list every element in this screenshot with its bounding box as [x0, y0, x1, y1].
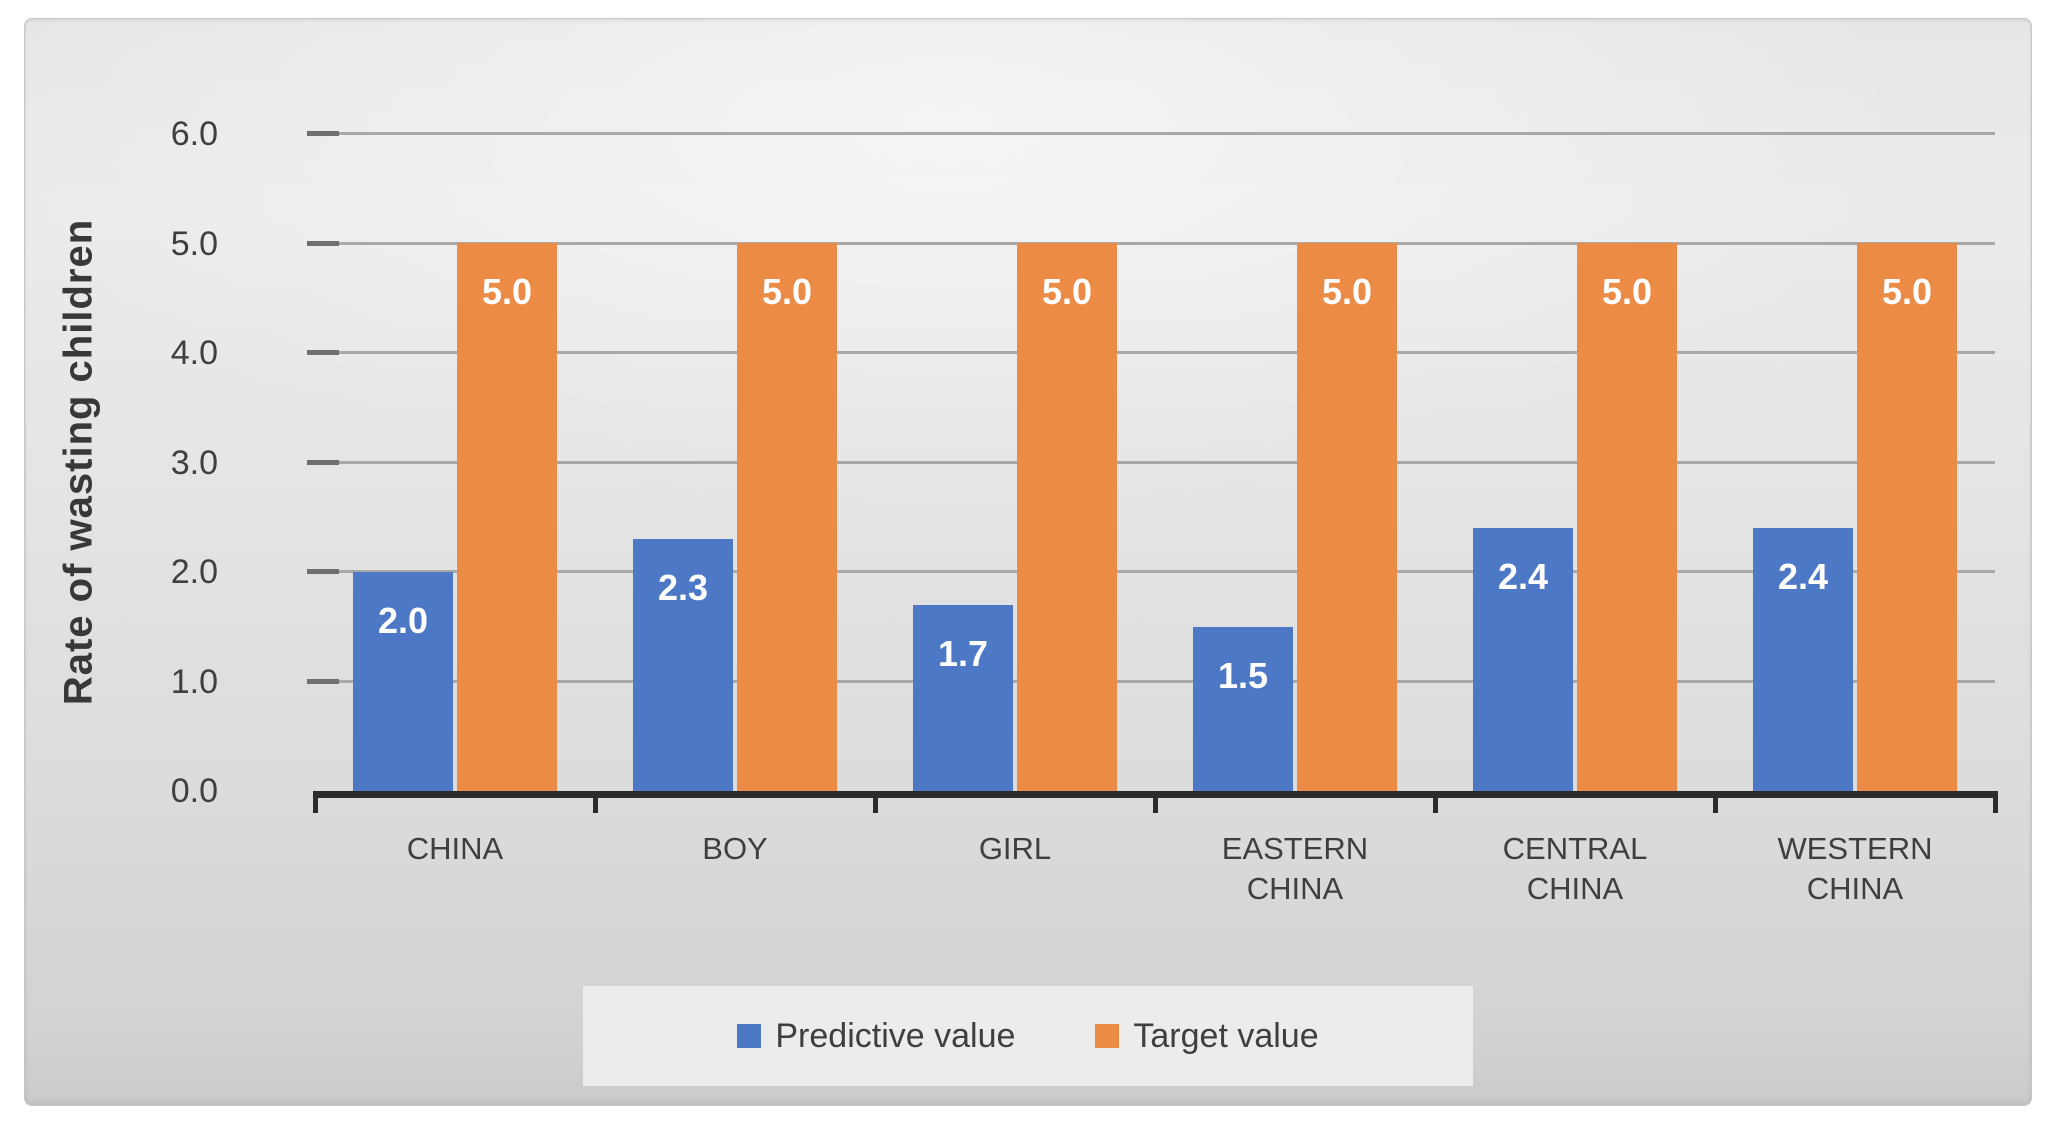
- bar-target-value-central-china: 5.0: [1577, 243, 1677, 791]
- x-axis-tick-0: [313, 791, 318, 813]
- category-label-eastern-china: EASTERN CHINA: [1155, 829, 1435, 909]
- gridline-2.0: [315, 570, 1995, 573]
- data-label-predictive-value-western-china: 2.4: [1777, 556, 1829, 597]
- gridline-1.0: [315, 679, 1995, 683]
- bar-target-value-eastern-china: 5.0: [1297, 243, 1397, 791]
- y-tick-mark-1.0: [307, 678, 339, 684]
- data-label-target-value-eastern-china: 5.0: [1321, 271, 1373, 312]
- category-label-text-western-china: WESTERN CHINA: [1777, 831, 1933, 906]
- bar-group-boy: 2.3 5.0: [595, 134, 875, 791]
- gridline-5.0: [315, 241, 1995, 245]
- bar-group-china: 2.0 5.0: [315, 134, 595, 791]
- data-label-predictive-value-girl: 1.7: [937, 633, 989, 674]
- category-label-girl: GIRL: [875, 829, 1155, 909]
- gridline-3.0: [315, 460, 1995, 464]
- data-label-predictive-value-central-china: 2.4: [1497, 556, 1549, 597]
- data-label-target-value-central-china: 5.0: [1601, 271, 1653, 312]
- y-tick-label-6.0: 6.0: [170, 115, 218, 153]
- x-axis-tick-2: [873, 791, 878, 813]
- bar-target-value-girl: 5.0: [1017, 243, 1117, 791]
- y-tick-mark-2.0: [307, 569, 339, 574]
- y-tick-label-5.0: 5.0: [170, 224, 218, 263]
- category-label-text-china: CHINA: [406, 831, 504, 866]
- bar-predictive-value-girl: 1.7: [913, 605, 1013, 791]
- legend-item-target-value: Target value: [1095, 1016, 1319, 1056]
- x-axis-tick-4: [1433, 791, 1438, 813]
- bar-predictive-value-central-china: 2.4: [1473, 528, 1573, 791]
- data-label-target-value-western-china: 5.0: [1881, 271, 1933, 312]
- x-axis-tick-6: [1993, 791, 1998, 813]
- data-label-predictive-value-boy: 2.3: [657, 567, 709, 608]
- bar-group-central-china: 2.4 5.0: [1435, 134, 1715, 791]
- y-axis-title: Rate of wasting children: [56, 218, 101, 706]
- y-tick-label-1.0: 1.0: [170, 662, 218, 701]
- bar-group-western-china: 2.4 5.0: [1715, 134, 1995, 791]
- x-axis-tick-5: [1713, 791, 1718, 813]
- y-tick-label-0.0: 0.0: [170, 772, 218, 810]
- category-label-text-boy: BOY: [702, 831, 768, 866]
- y-tick-label-3.0: 3.0: [170, 443, 218, 482]
- bar-predictive-value-china: 2.0: [353, 572, 453, 791]
- y-tick-mark-6.0: [307, 131, 339, 136]
- legend: Predictive value Target value: [583, 986, 1473, 1086]
- y-tick-mark-3.0: [307, 459, 339, 465]
- gridline-4.0: [315, 351, 1995, 354]
- legend-label-predictive-value: Predictive value: [775, 1016, 1016, 1055]
- legend-item-predictive-value: Predictive value: [737, 1017, 1015, 1056]
- bar-groups: 2.0 5.0 2.3 5.0 1.7 5.0 1.5 5.0 2.4 5.0 2.4 5.0: [315, 134, 1995, 791]
- category-label-central-china: CENTRAL CHINA: [1435, 829, 1715, 909]
- bar-group-girl: 1.7 5.0: [875, 134, 1155, 791]
- y-tick-label-4.0: 4.0: [170, 334, 218, 372]
- bar-target-value-western-china: 5.0: [1857, 243, 1957, 791]
- legend-swatch-predictive-value: [737, 1024, 762, 1048]
- data-label-predictive-value-china: 2.0: [377, 600, 429, 641]
- plot-area: 0.0 1.0 2.0 3.0 4.0 5.0 6.0 2.0 5.0 2.3 5.0 1.7 5.0…: [171, 115, 1998, 906]
- bar-predictive-value-western-china: 2.4: [1753, 528, 1853, 791]
- bar-target-value-boy: 5.0: [737, 243, 837, 791]
- chart-area: Rate of wasting children 0.0 1.0 2.0 3.0 4.0…: [24, 18, 2032, 1106]
- category-label-text-girl: GIRL: [978, 831, 1052, 866]
- x-axis-tick-3: [1153, 791, 1158, 813]
- y-tick-label-2.0: 2.0: [170, 553, 218, 591]
- legend-label-target-value: Target value: [1133, 1016, 1319, 1055]
- bar-target-value-china: 5.0: [457, 243, 557, 791]
- legend-swatch-target-value: [1095, 1024, 1120, 1048]
- data-label-predictive-value-eastern-china: 1.5: [1217, 655, 1269, 696]
- bar-predictive-value-boy: 2.3: [633, 539, 733, 791]
- data-label-target-value-boy: 5.0: [761, 271, 813, 312]
- x-axis-tick-1: [593, 791, 598, 813]
- gridline-6.0: [315, 132, 1995, 135]
- y-tick-mark-5.0: [307, 240, 339, 246]
- bar-group-eastern-china: 1.5 5.0: [1155, 134, 1435, 791]
- category-label-boy: BOY: [595, 829, 875, 909]
- x-axis-category-labels: CHINA BOY GIRL EASTERN CHINA CENTRAL CHINA WE…: [315, 829, 1995, 909]
- category-label-text-central-china: CENTRAL CHINA: [1502, 831, 1648, 906]
- bar-predictive-value-eastern-china: 1.5: [1193, 627, 1293, 791]
- data-label-target-value-girl: 5.0: [1041, 271, 1093, 312]
- category-label-western-china: WESTERN CHINA: [1715, 829, 1995, 909]
- category-label-china: CHINA: [315, 829, 595, 909]
- category-label-text-eastern-china: EASTERN CHINA: [1221, 831, 1369, 906]
- data-label-target-value-china: 5.0: [481, 271, 533, 312]
- y-tick-mark-4.0: [307, 350, 339, 355]
